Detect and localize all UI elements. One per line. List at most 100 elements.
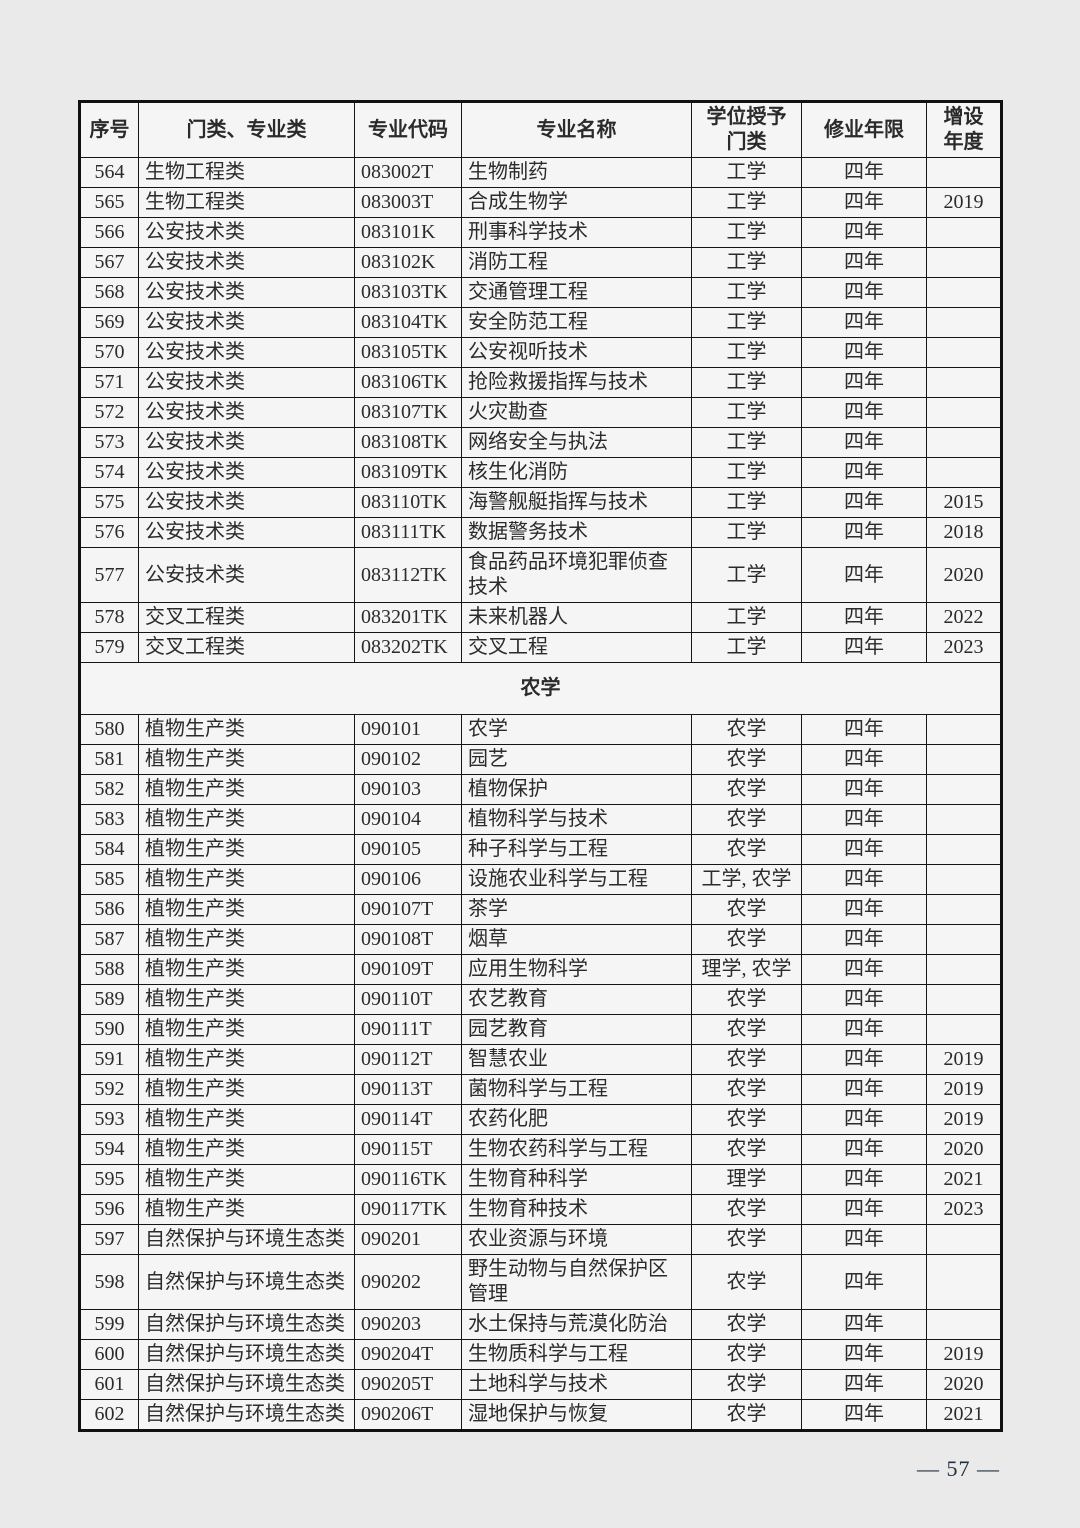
cell-category: 生物工程类 xyxy=(138,187,355,218)
cell-category: 公安技术类 xyxy=(138,307,355,338)
cell-degree: 工学 xyxy=(691,307,802,338)
header-year-added: 增设 年度 xyxy=(926,101,1002,158)
table-row: 570 公安技术类 083105TK 公安视听技术 工学 四年 xyxy=(79,337,1002,368)
cell-serial: 592 xyxy=(79,1074,139,1105)
cell-degree: 工学 xyxy=(691,397,802,428)
section-row: 农学 xyxy=(79,662,1002,715)
cell-category: 植物生产类 xyxy=(138,744,355,775)
table-row: 577 公安技术类 083112TK 食品药品环境犯罪侦查技术 工学 四年 2020 xyxy=(79,547,1002,603)
cell-code: 090116TK xyxy=(354,1164,462,1195)
cell-degree: 工学 xyxy=(691,602,802,633)
cell-serial: 579 xyxy=(79,632,139,663)
table-row: 573 公安技术类 083108TK 网络安全与执法 工学 四年 xyxy=(79,427,1002,458)
cell-category: 植物生产类 xyxy=(138,834,355,865)
cell-years: 四年 xyxy=(801,217,927,248)
cell-years: 四年 xyxy=(801,367,927,398)
table-row: 599 自然保护与环境生态类 090203 水土保持与荒漠化防治 农学 四年 xyxy=(79,1309,1002,1340)
cell-year-added: 2019 xyxy=(926,1104,1002,1135)
cell-degree: 农学 xyxy=(691,1339,802,1370)
cell-degree: 农学 xyxy=(691,1014,802,1045)
cell-year-added: 2020 xyxy=(926,1134,1002,1165)
cell-year-added xyxy=(926,894,1002,925)
cell-code: 083107TK xyxy=(354,397,462,428)
cell-category: 植物生产类 xyxy=(138,894,355,925)
cell-category: 自然保护与环境生态类 xyxy=(138,1369,355,1400)
cell-serial: 594 xyxy=(79,1134,139,1165)
cell-degree: 农学 xyxy=(691,774,802,805)
cell-serial: 597 xyxy=(79,1224,139,1255)
cell-serial: 591 xyxy=(79,1044,139,1075)
cell-category: 公安技术类 xyxy=(138,457,355,488)
cell-years: 四年 xyxy=(801,744,927,775)
cell-degree: 理学, 农学 xyxy=(691,954,802,985)
cell-name: 设施农业科学与工程 xyxy=(461,864,692,895)
section-label: 农学 xyxy=(79,662,1002,715)
cell-code: 083109TK xyxy=(354,457,462,488)
header-code: 专业代码 xyxy=(354,101,462,158)
cell-degree: 农学 xyxy=(691,744,802,775)
cell-serial: 600 xyxy=(79,1339,139,1370)
table-row: 569 公安技术类 083104TK 安全防范工程 工学 四年 xyxy=(79,307,1002,338)
cell-serial: 601 xyxy=(79,1369,139,1400)
cell-years: 四年 xyxy=(801,1044,927,1075)
table-row: 572 公安技术类 083107TK 火灾勘查 工学 四年 xyxy=(79,397,1002,428)
table-row: 564 生物工程类 083002T 生物制药 工学 四年 xyxy=(79,157,1002,188)
table-row: 581 植物生产类 090102 园艺 农学 四年 xyxy=(79,744,1002,775)
cell-category: 交叉工程类 xyxy=(138,632,355,663)
cell-year-added xyxy=(926,1309,1002,1340)
cell-name: 野生动物与自然保护区管理 xyxy=(461,1254,692,1310)
cell-name: 园艺 xyxy=(461,744,692,775)
cell-code: 090107T xyxy=(354,894,462,925)
cell-name: 生物农药科学与工程 xyxy=(461,1134,692,1165)
cell-code: 090206T xyxy=(354,1399,462,1431)
cell-year-added xyxy=(926,217,1002,248)
cell-name: 生物育种科学 xyxy=(461,1164,692,1195)
table-row: 592 植物生产类 090113T 菌物科学与工程 农学 四年 2019 xyxy=(79,1074,1002,1105)
cell-serial: 586 xyxy=(79,894,139,925)
cell-degree: 工学 xyxy=(691,247,802,278)
cell-year-added xyxy=(926,804,1002,835)
cell-years: 四年 xyxy=(801,984,927,1015)
cell-years: 四年 xyxy=(801,774,927,805)
cell-years: 四年 xyxy=(801,602,927,633)
cell-code: 090108T xyxy=(354,924,462,955)
cell-years: 四年 xyxy=(801,804,927,835)
cell-name: 数据警务技术 xyxy=(461,517,692,548)
cell-category: 公安技术类 xyxy=(138,217,355,248)
cell-category: 植物生产类 xyxy=(138,1014,355,1045)
cell-serial: 567 xyxy=(79,247,139,278)
cell-code: 090205T xyxy=(354,1369,462,1400)
cell-serial: 572 xyxy=(79,397,139,428)
cell-degree: 农学 xyxy=(691,1369,802,1400)
cell-years: 四年 xyxy=(801,517,927,548)
cell-name: 生物育种技术 xyxy=(461,1194,692,1225)
cell-year-added: 2021 xyxy=(926,1164,1002,1195)
cell-year-added: 2018 xyxy=(926,517,1002,548)
cell-name: 安全防范工程 xyxy=(461,307,692,338)
cell-year-added: 2023 xyxy=(926,1194,1002,1225)
table-row: 588 植物生产类 090109T 应用生物科学 理学, 农学 四年 xyxy=(79,954,1002,985)
cell-year-added: 2023 xyxy=(926,632,1002,663)
cell-year-added xyxy=(926,1014,1002,1045)
cell-name: 公安视听技术 xyxy=(461,337,692,368)
cell-year-added: 2022 xyxy=(926,602,1002,633)
cell-category: 交叉工程类 xyxy=(138,602,355,633)
cell-years: 四年 xyxy=(801,632,927,663)
cell-degree: 工学 xyxy=(691,157,802,188)
header-name: 专业名称 xyxy=(461,101,692,158)
cell-degree: 农学 xyxy=(691,1309,802,1340)
table-row: 571 公安技术类 083106TK 抢险救援指挥与技术 工学 四年 xyxy=(79,367,1002,398)
cell-degree: 工学 xyxy=(691,217,802,248)
cell-code: 090202 xyxy=(354,1254,462,1310)
cell-name: 菌物科学与工程 xyxy=(461,1074,692,1105)
cell-degree: 理学 xyxy=(691,1164,802,1195)
cell-code: 090110T xyxy=(354,984,462,1015)
cell-degree: 工学, 农学 xyxy=(691,864,802,895)
cell-serial: 584 xyxy=(79,834,139,865)
cell-serial: 581 xyxy=(79,744,139,775)
cell-degree: 农学 xyxy=(691,714,802,745)
cell-serial: 577 xyxy=(79,547,139,603)
table-row: 589 植物生产类 090110T 农艺教育 农学 四年 xyxy=(79,984,1002,1015)
table-row: 575 公安技术类 083110TK 海警舰艇指挥与技术 工学 四年 2015 xyxy=(79,487,1002,518)
cell-name: 交通管理工程 xyxy=(461,277,692,308)
